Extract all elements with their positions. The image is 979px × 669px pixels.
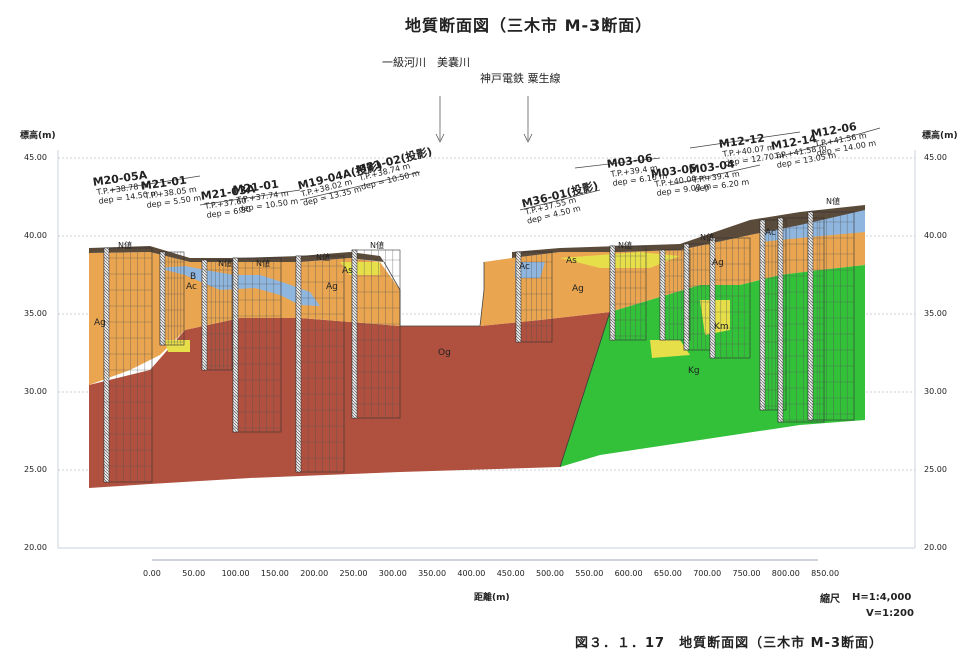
y-tick-left: 30.00 [24, 387, 47, 396]
layer-label-ag: Ag [326, 282, 338, 292]
right-axis-unit: 標高(m) [922, 131, 958, 141]
river-label: 一級河川 美嚢川 [382, 56, 470, 69]
x-tick: 700.00 [693, 569, 722, 578]
layer-label-ag: Ag [712, 258, 724, 268]
n-value-label: N値 [256, 259, 270, 268]
figure-caption: 図３．１．17 地質断面図（三木市 M-3断面） [575, 636, 883, 651]
layer-og [89, 312, 610, 488]
surface-fill-right [512, 205, 865, 258]
figure-title: 地質断面図（三木市 M-3断面） [405, 16, 653, 35]
borehole-column [609, 245, 647, 341]
borehole-column [709, 237, 751, 359]
y-tick-right: 35.00 [924, 309, 947, 318]
layer-as-left [340, 262, 380, 275]
n-value-label: N値 [370, 241, 384, 250]
x-axis-label: 距離(m) [474, 593, 510, 603]
scale-vertical: V=1:200 [866, 608, 914, 619]
y-tick-left: 40.00 [24, 231, 47, 240]
layer-kg [560, 265, 865, 467]
geology-layers [89, 205, 865, 488]
x-tick: 200.00 [300, 569, 329, 578]
layer-label-ac: Ac [186, 282, 197, 292]
y-tick-left: 35.00 [24, 309, 47, 318]
layer-as-right-3 [650, 340, 690, 358]
y-tick-left: 45.00 [24, 153, 47, 162]
y-tick-right: 40.00 [924, 231, 947, 240]
x-tick: 400.00 [457, 569, 486, 578]
borehole-column [295, 255, 345, 473]
y-tick-left: 20.00 [24, 543, 47, 552]
layer-label-b: B [190, 272, 197, 282]
y-tick-left: 25.00 [24, 465, 47, 474]
layer-label-as: As [566, 256, 577, 266]
x-tick: 500.00 [536, 569, 564, 578]
layer-label-as: As [342, 266, 353, 276]
borehole-column [807, 211, 855, 421]
layer-label-km: Km [714, 322, 729, 332]
layer-label-ac: Ac [519, 262, 530, 272]
x-tick: 250.00 [339, 569, 368, 578]
y-tick-right: 20.00 [924, 543, 947, 552]
surface-fill [89, 246, 384, 262]
n-value-label: N値 [618, 241, 632, 250]
layer-label-ac: Ac [765, 228, 776, 238]
x-tick: 600.00 [614, 569, 643, 578]
borehole-column [777, 217, 825, 423]
layer-ag-left [89, 252, 400, 385]
leader-lines [109, 96, 881, 211]
left-axis-unit: 標高(m) [20, 131, 56, 141]
layer-label-ag: Ag [572, 284, 584, 294]
layer-label-kg: Kg [688, 366, 700, 376]
y-tick-right: 25.00 [924, 465, 947, 474]
layer-label-ag: Ag [94, 318, 106, 328]
y-tick-right: 30.00 [924, 387, 947, 396]
borehole-columns [103, 211, 855, 483]
borehole-column [515, 251, 553, 343]
n-value-label: N値 [316, 253, 330, 262]
borehole-column [201, 259, 233, 371]
n-value-label: N値 [118, 241, 132, 250]
n-value-label: N値 [700, 233, 714, 242]
railway-label: 神戸電鉄 粟生線 [480, 72, 561, 85]
x-tick: 550.00 [575, 569, 604, 578]
x-tick: 300.00 [378, 569, 407, 578]
x-tick: 100.00 [221, 569, 250, 578]
x-tick: 800.00 [771, 569, 800, 578]
x-tick: 50.00 [182, 569, 206, 578]
borehole-column [232, 257, 282, 433]
x-tick: 750.00 [732, 569, 761, 578]
layer-ac-left [158, 266, 320, 306]
x-tick: 0.00 [143, 569, 161, 578]
borehole-column [159, 251, 185, 346]
x-tick: 350.00 [418, 569, 447, 578]
n-value-label: N値 [826, 197, 840, 206]
layer-ac-right [515, 262, 545, 278]
scale-label: 縮尺 [820, 594, 840, 605]
x-tick: 150.00 [260, 569, 289, 578]
x-tick: 450.00 [496, 569, 525, 578]
layer-label-og: Og [438, 348, 451, 358]
y-tick-right: 45.00 [924, 153, 947, 162]
borehole-column [351, 249, 401, 419]
x-tick: 850.00 [811, 569, 840, 578]
borehole-column [103, 247, 153, 483]
n-value-label: N値 [218, 259, 232, 268]
scale-horizontal: H=1:4,000 [852, 592, 912, 603]
x-tick: 650.00 [653, 569, 682, 578]
